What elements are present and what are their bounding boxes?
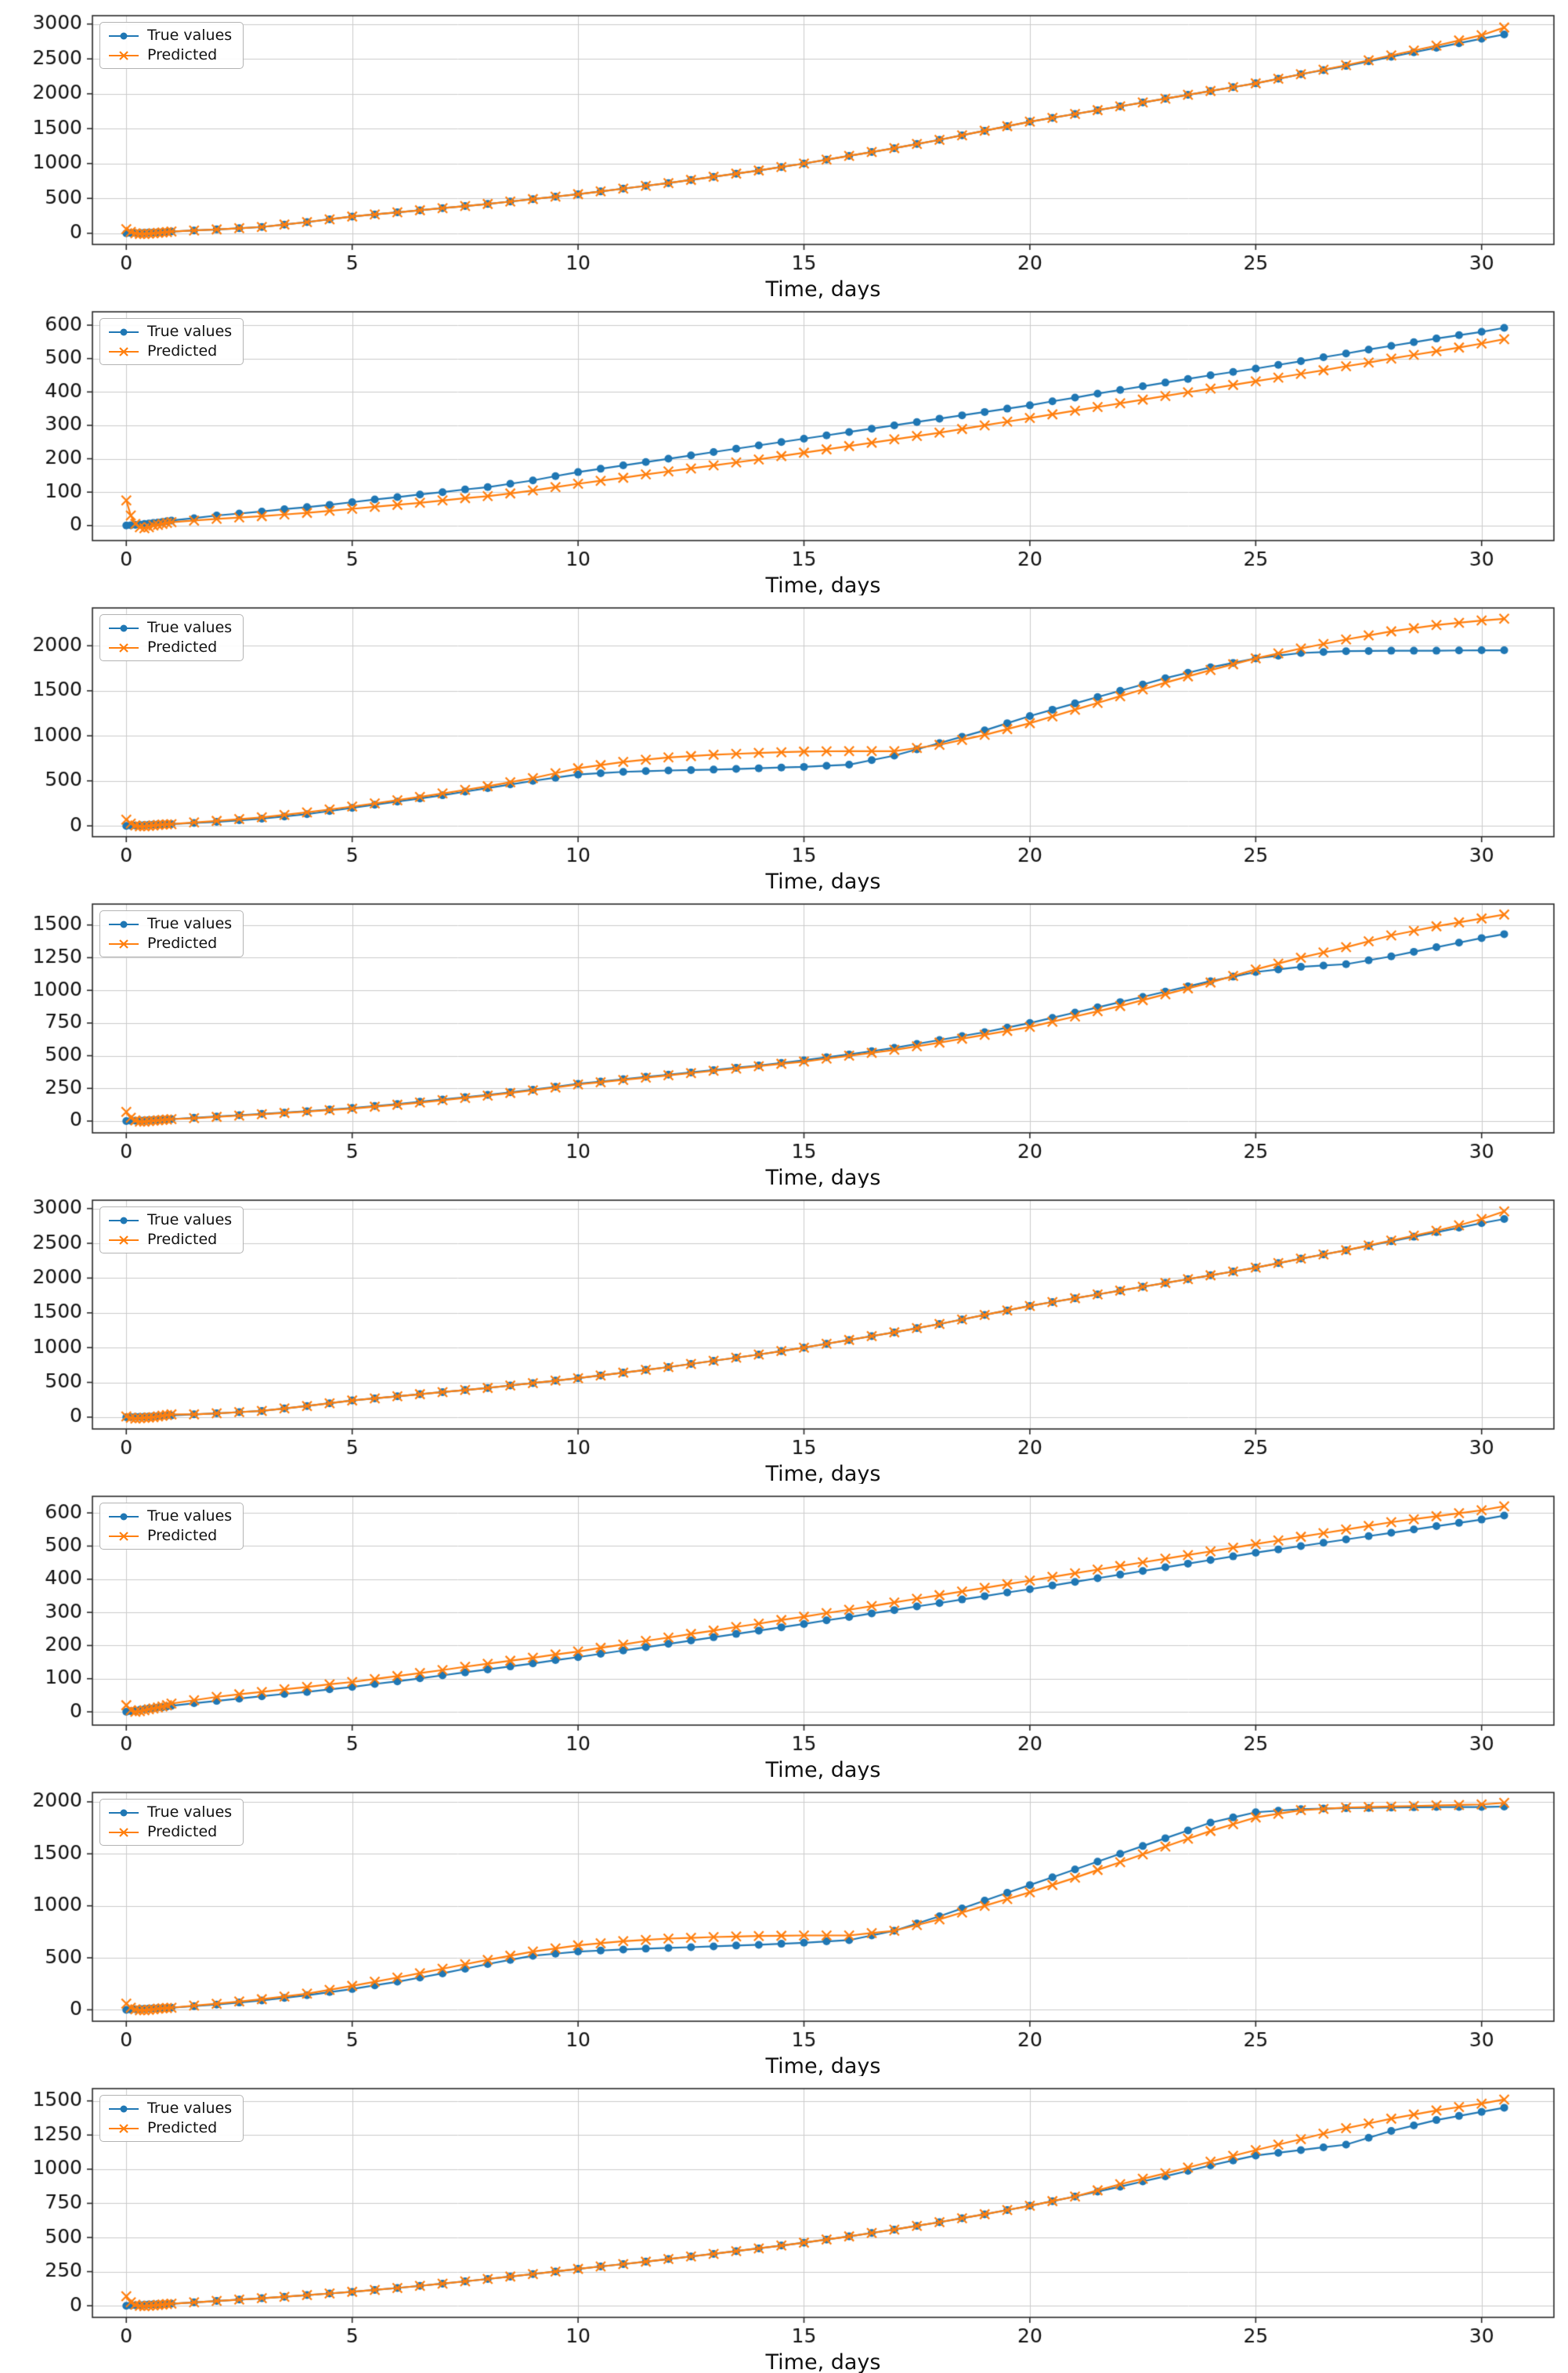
line-circle-marker-icon <box>109 1809 139 1816</box>
legend-item-true-values: True values <box>107 1509 232 1524</box>
chart-a3-canvas <box>0 595 1568 892</box>
chart-b3-canvas <box>0 1780 1568 2076</box>
chart-row-a3: True values Predicted Time, days <box>0 595 1568 894</box>
legend-item-true-values: True values <box>107 620 232 635</box>
chart-row-b4: True values Predicted Time, days <box>0 2076 1568 2373</box>
line-circle-marker-icon <box>109 921 139 928</box>
line-circle-marker-icon <box>109 2105 139 2112</box>
chart-row-a1: True values Predicted Time, days <box>0 3 1568 302</box>
chart-a2-legend: True values Predicted <box>99 318 244 365</box>
legend-label: True values <box>147 323 233 340</box>
line-circle-marker-icon <box>109 624 139 631</box>
chart-a4-xlabel: Time, days <box>765 1166 881 1190</box>
line-circle-marker-icon <box>109 1513 139 1520</box>
chart-a1-xlabel: Time, days <box>765 277 881 302</box>
legend-item-true-values: True values <box>107 28 232 43</box>
legend-label: True values <box>147 1803 233 1821</box>
legend-item-true-values: True values <box>107 2101 232 2116</box>
line-x-marker-icon <box>109 1827 139 1837</box>
chart-b1-canvas <box>0 1188 1568 1484</box>
legend-label: True values <box>147 1507 233 1525</box>
legend-item-predicted: Predicted <box>107 344 232 359</box>
line-x-marker-icon <box>109 2123 139 2133</box>
chart-b2-legend: True values Predicted <box>99 1503 244 1550</box>
line-x-marker-icon <box>109 1531 139 1541</box>
legend-item-predicted: Predicted <box>107 1825 232 1839</box>
line-x-marker-icon <box>109 346 139 356</box>
chart-b4-legend: True values Predicted <box>99 2095 244 2142</box>
legend-label: True values <box>147 2100 233 2117</box>
line-circle-marker-icon <box>109 1217 139 1224</box>
legend-label: Predicted <box>147 638 218 656</box>
chart-row-b2: True values Predicted Time, days <box>0 1484 1568 1782</box>
line-circle-marker-icon <box>109 328 139 335</box>
chart-row-a4: True values Predicted Time, days <box>0 892 1568 1190</box>
legend-label: Predicted <box>147 935 218 952</box>
line-x-marker-icon <box>109 642 139 653</box>
chart-row-b1: True values Predicted Time, days <box>0 1188 1568 1486</box>
legend-label: True values <box>147 27 233 44</box>
legend-item-predicted: Predicted <box>107 1232 232 1247</box>
line-x-marker-icon <box>109 50 139 60</box>
chart-row-a2: True values Predicted Time, days <box>0 299 1568 598</box>
line-x-marker-icon <box>109 1235 139 1245</box>
legend-label: Predicted <box>147 1231 218 1248</box>
chart-a3-xlabel: Time, days <box>765 870 881 894</box>
legend-label: True values <box>147 619 233 636</box>
legend-label: Predicted <box>147 2119 218 2136</box>
legend-item-true-values: True values <box>107 917 232 931</box>
chart-b2-xlabel: Time, days <box>765 1758 881 1782</box>
chart-row-b3: True values Predicted Time, days <box>0 1780 1568 2078</box>
legend-item-true-values: True values <box>107 324 232 339</box>
legend-item-predicted: Predicted <box>107 48 232 63</box>
chart-a2-xlabel: Time, days <box>765 573 881 598</box>
chart-a3-legend: True values Predicted <box>99 614 244 661</box>
legend-item-true-values: True values <box>107 1213 232 1228</box>
legend-item-predicted: Predicted <box>107 936 232 951</box>
chart-b2-canvas <box>0 1484 1568 1780</box>
chart-a2-canvas <box>0 299 1568 595</box>
chart-a1-legend: True values Predicted <box>99 22 244 69</box>
legend-label: True values <box>147 1211 233 1228</box>
legend-label: Predicted <box>147 46 218 63</box>
chart-a4-canvas <box>0 892 1568 1188</box>
chart-b3-xlabel: Time, days <box>765 2054 881 2078</box>
chart-b3-legend: True values Predicted <box>99 1799 244 1846</box>
chart-b4-canvas <box>0 2076 1568 2372</box>
chart-a4-legend: True values Predicted <box>99 910 244 957</box>
legend-item-predicted: Predicted <box>107 1528 232 1543</box>
line-circle-marker-icon <box>109 32 139 39</box>
legend-label: Predicted <box>147 342 218 360</box>
legend-label: Predicted <box>147 1823 218 1840</box>
legend-label: Predicted <box>147 1527 218 1544</box>
chart-a1-canvas <box>0 3 1568 299</box>
legend-item-true-values: True values <box>107 1805 232 1820</box>
chart-b1-legend: True values Predicted <box>99 1206 244 1253</box>
chart-b1-xlabel: Time, days <box>765 1462 881 1486</box>
legend-item-predicted: Predicted <box>107 2121 232 2136</box>
legend-label: True values <box>147 915 233 932</box>
chart-b4-xlabel: Time, days <box>765 2350 881 2373</box>
line-x-marker-icon <box>109 939 139 949</box>
legend-item-predicted: Predicted <box>107 640 232 655</box>
